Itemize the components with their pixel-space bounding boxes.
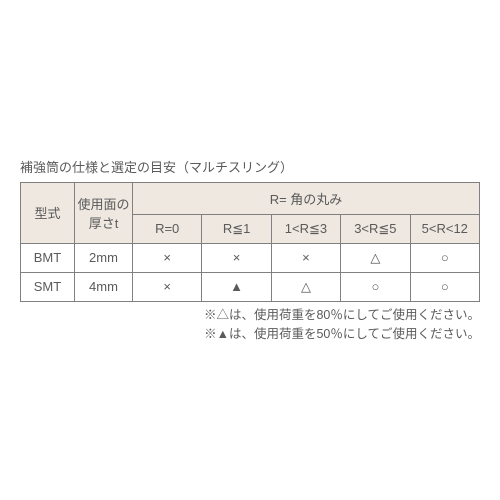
table-caption: 補強筒の仕様と選定の目安（マルチスリング） bbox=[20, 157, 480, 176]
cell-value: × bbox=[133, 272, 202, 301]
cell-value: × bbox=[271, 243, 340, 272]
cell-value: × bbox=[133, 243, 202, 272]
footnotes: ※△は、使用荷重を80％にしてご使用ください。 ※▲は、使用荷重を50％にしてご… bbox=[20, 306, 480, 344]
header-r1: R≦1 bbox=[202, 214, 271, 243]
cell-value: × bbox=[202, 243, 271, 272]
cell-value: ○ bbox=[410, 243, 479, 272]
header-r2: 1<R≦3 bbox=[271, 214, 340, 243]
content-wrap: 補強筒の仕様と選定の目安（マルチスリング） 型式 使用面の 厚さt R= 角の丸… bbox=[0, 157, 500, 344]
header-r4: 5<R<12 bbox=[410, 214, 479, 243]
header-thickness-line2: 厚さt bbox=[89, 216, 119, 231]
cell-value: △ bbox=[341, 243, 410, 272]
cell-value: ○ bbox=[410, 272, 479, 301]
cell-value: ▲ bbox=[202, 272, 271, 301]
header-thickness-line1: 使用面の bbox=[77, 197, 129, 212]
cell-thick: 4mm bbox=[75, 272, 133, 301]
cell-value: ○ bbox=[341, 272, 410, 301]
table-header-row-1: 型式 使用面の 厚さt R= 角の丸み bbox=[21, 182, 480, 214]
header-r0: R=0 bbox=[133, 214, 202, 243]
table-row: BMT 2mm × × × △ ○ bbox=[21, 243, 480, 272]
cell-value: △ bbox=[271, 272, 340, 301]
header-thickness: 使用面の 厚さt bbox=[75, 182, 133, 243]
header-model: 型式 bbox=[21, 182, 75, 243]
footnote-2: ※▲は、使用荷重を50％にしてご使用ください。 bbox=[20, 325, 480, 344]
header-r3: 3<R≦5 bbox=[341, 214, 410, 243]
table-row: SMT 4mm × ▲ △ ○ ○ bbox=[21, 272, 480, 301]
cell-model: BMT bbox=[21, 243, 75, 272]
cell-thick: 2mm bbox=[75, 243, 133, 272]
spec-table: 型式 使用面の 厚さt R= 角の丸み R=0 R≦1 1<R≦3 3<R≦5 … bbox=[20, 182, 480, 302]
footnote-1: ※△は、使用荷重を80％にしてご使用ください。 bbox=[20, 306, 480, 325]
cell-model: SMT bbox=[21, 272, 75, 301]
header-r-group: R= 角の丸み bbox=[133, 182, 480, 214]
